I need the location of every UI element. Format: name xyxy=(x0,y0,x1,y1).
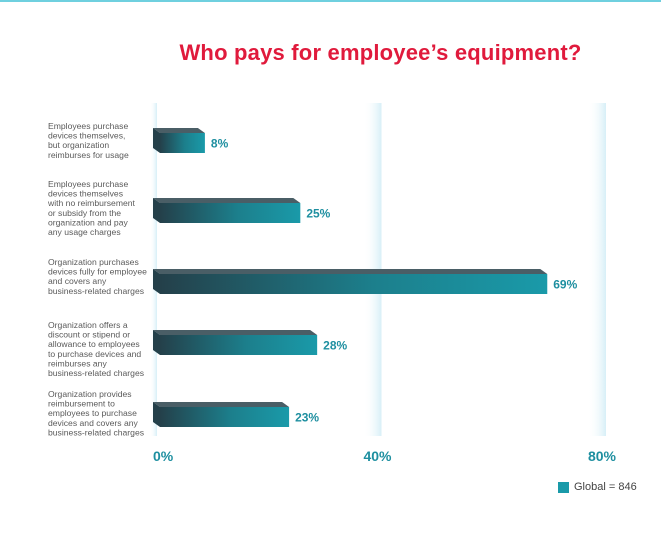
data-label: 28% xyxy=(323,339,347,353)
category-label: Employees purchase devices themselves, but… xyxy=(48,121,129,160)
category-label-line: reimburses any xyxy=(48,358,107,368)
category-label-line: organization and pay xyxy=(48,217,128,227)
bar-top-face xyxy=(153,128,205,133)
category-label-line: employees to purchase xyxy=(48,408,137,418)
category-label-line: with no reimbursement xyxy=(47,198,136,208)
category-label-line: discount or stipend or xyxy=(48,330,130,340)
category-label-line: to purchase devices and xyxy=(48,349,141,359)
category-label-line: business-related charges xyxy=(48,427,144,437)
category-label-line: devices fully for employee xyxy=(48,267,147,277)
bar xyxy=(160,274,548,294)
category-label-line: any usage charges xyxy=(48,227,121,237)
category-label-line: Employees purchase xyxy=(48,179,128,189)
category-label-line: or subsidy from the xyxy=(48,208,121,218)
category-label-line: devices themselves, xyxy=(48,131,125,141)
bar-side-face xyxy=(153,269,160,294)
chart-title: Who pays for employee’s equipment? xyxy=(179,40,582,65)
legend-swatch xyxy=(558,481,569,493)
bar-top-face xyxy=(153,402,290,407)
category-label: Organization provides reimbursement to emp… xyxy=(48,389,144,437)
bar xyxy=(160,335,318,355)
category-label: Organization offers a discount or stipend… xyxy=(48,320,144,378)
bar xyxy=(160,133,205,153)
x-tick-label: 0% xyxy=(153,448,174,464)
category-label-line: devices themselves xyxy=(48,189,123,199)
category-label-line: business-related charges xyxy=(48,286,144,296)
bar xyxy=(160,203,301,223)
x-tick-label: 80% xyxy=(588,448,617,464)
bar xyxy=(160,407,290,427)
data-label: 69% xyxy=(553,278,577,292)
category-label-line: Organization purchases xyxy=(48,257,139,267)
category-label-line: reimburses for usage xyxy=(48,150,129,160)
top-border xyxy=(0,0,661,2)
category-label-line: but organization xyxy=(48,140,109,150)
category-label-line: Employees purchase xyxy=(48,121,128,131)
data-label: 23% xyxy=(295,411,319,425)
bar-top-face xyxy=(153,330,318,335)
category-label-line: reimbursement to xyxy=(48,399,115,409)
x-tick-label: 40% xyxy=(363,448,392,464)
bar-side-face xyxy=(153,128,160,153)
category-label: Employees purchase devices themselves with… xyxy=(47,179,136,237)
legend: Global = 846 xyxy=(558,481,637,493)
data-label: 25% xyxy=(306,207,330,221)
category-label-line: Organization offers a xyxy=(48,320,128,330)
category-label-line: Organization provides xyxy=(48,389,132,399)
category-label-line: allowance to employees xyxy=(48,339,140,349)
bar-top-face xyxy=(153,269,548,274)
bar-side-face xyxy=(153,198,160,223)
gridline xyxy=(588,103,606,436)
category-label: Organization purchases devices fully for … xyxy=(48,257,147,296)
legend-label: Global = 846 xyxy=(574,481,637,493)
category-label-line: business-related charges xyxy=(48,368,144,378)
bar-side-face xyxy=(153,330,160,355)
category-label-line: and covers any xyxy=(48,276,107,286)
category-label-line: devices and covers any xyxy=(48,418,139,428)
bar-side-face xyxy=(153,402,160,427)
bar-top-face xyxy=(153,198,301,203)
data-label: 8% xyxy=(211,137,229,151)
